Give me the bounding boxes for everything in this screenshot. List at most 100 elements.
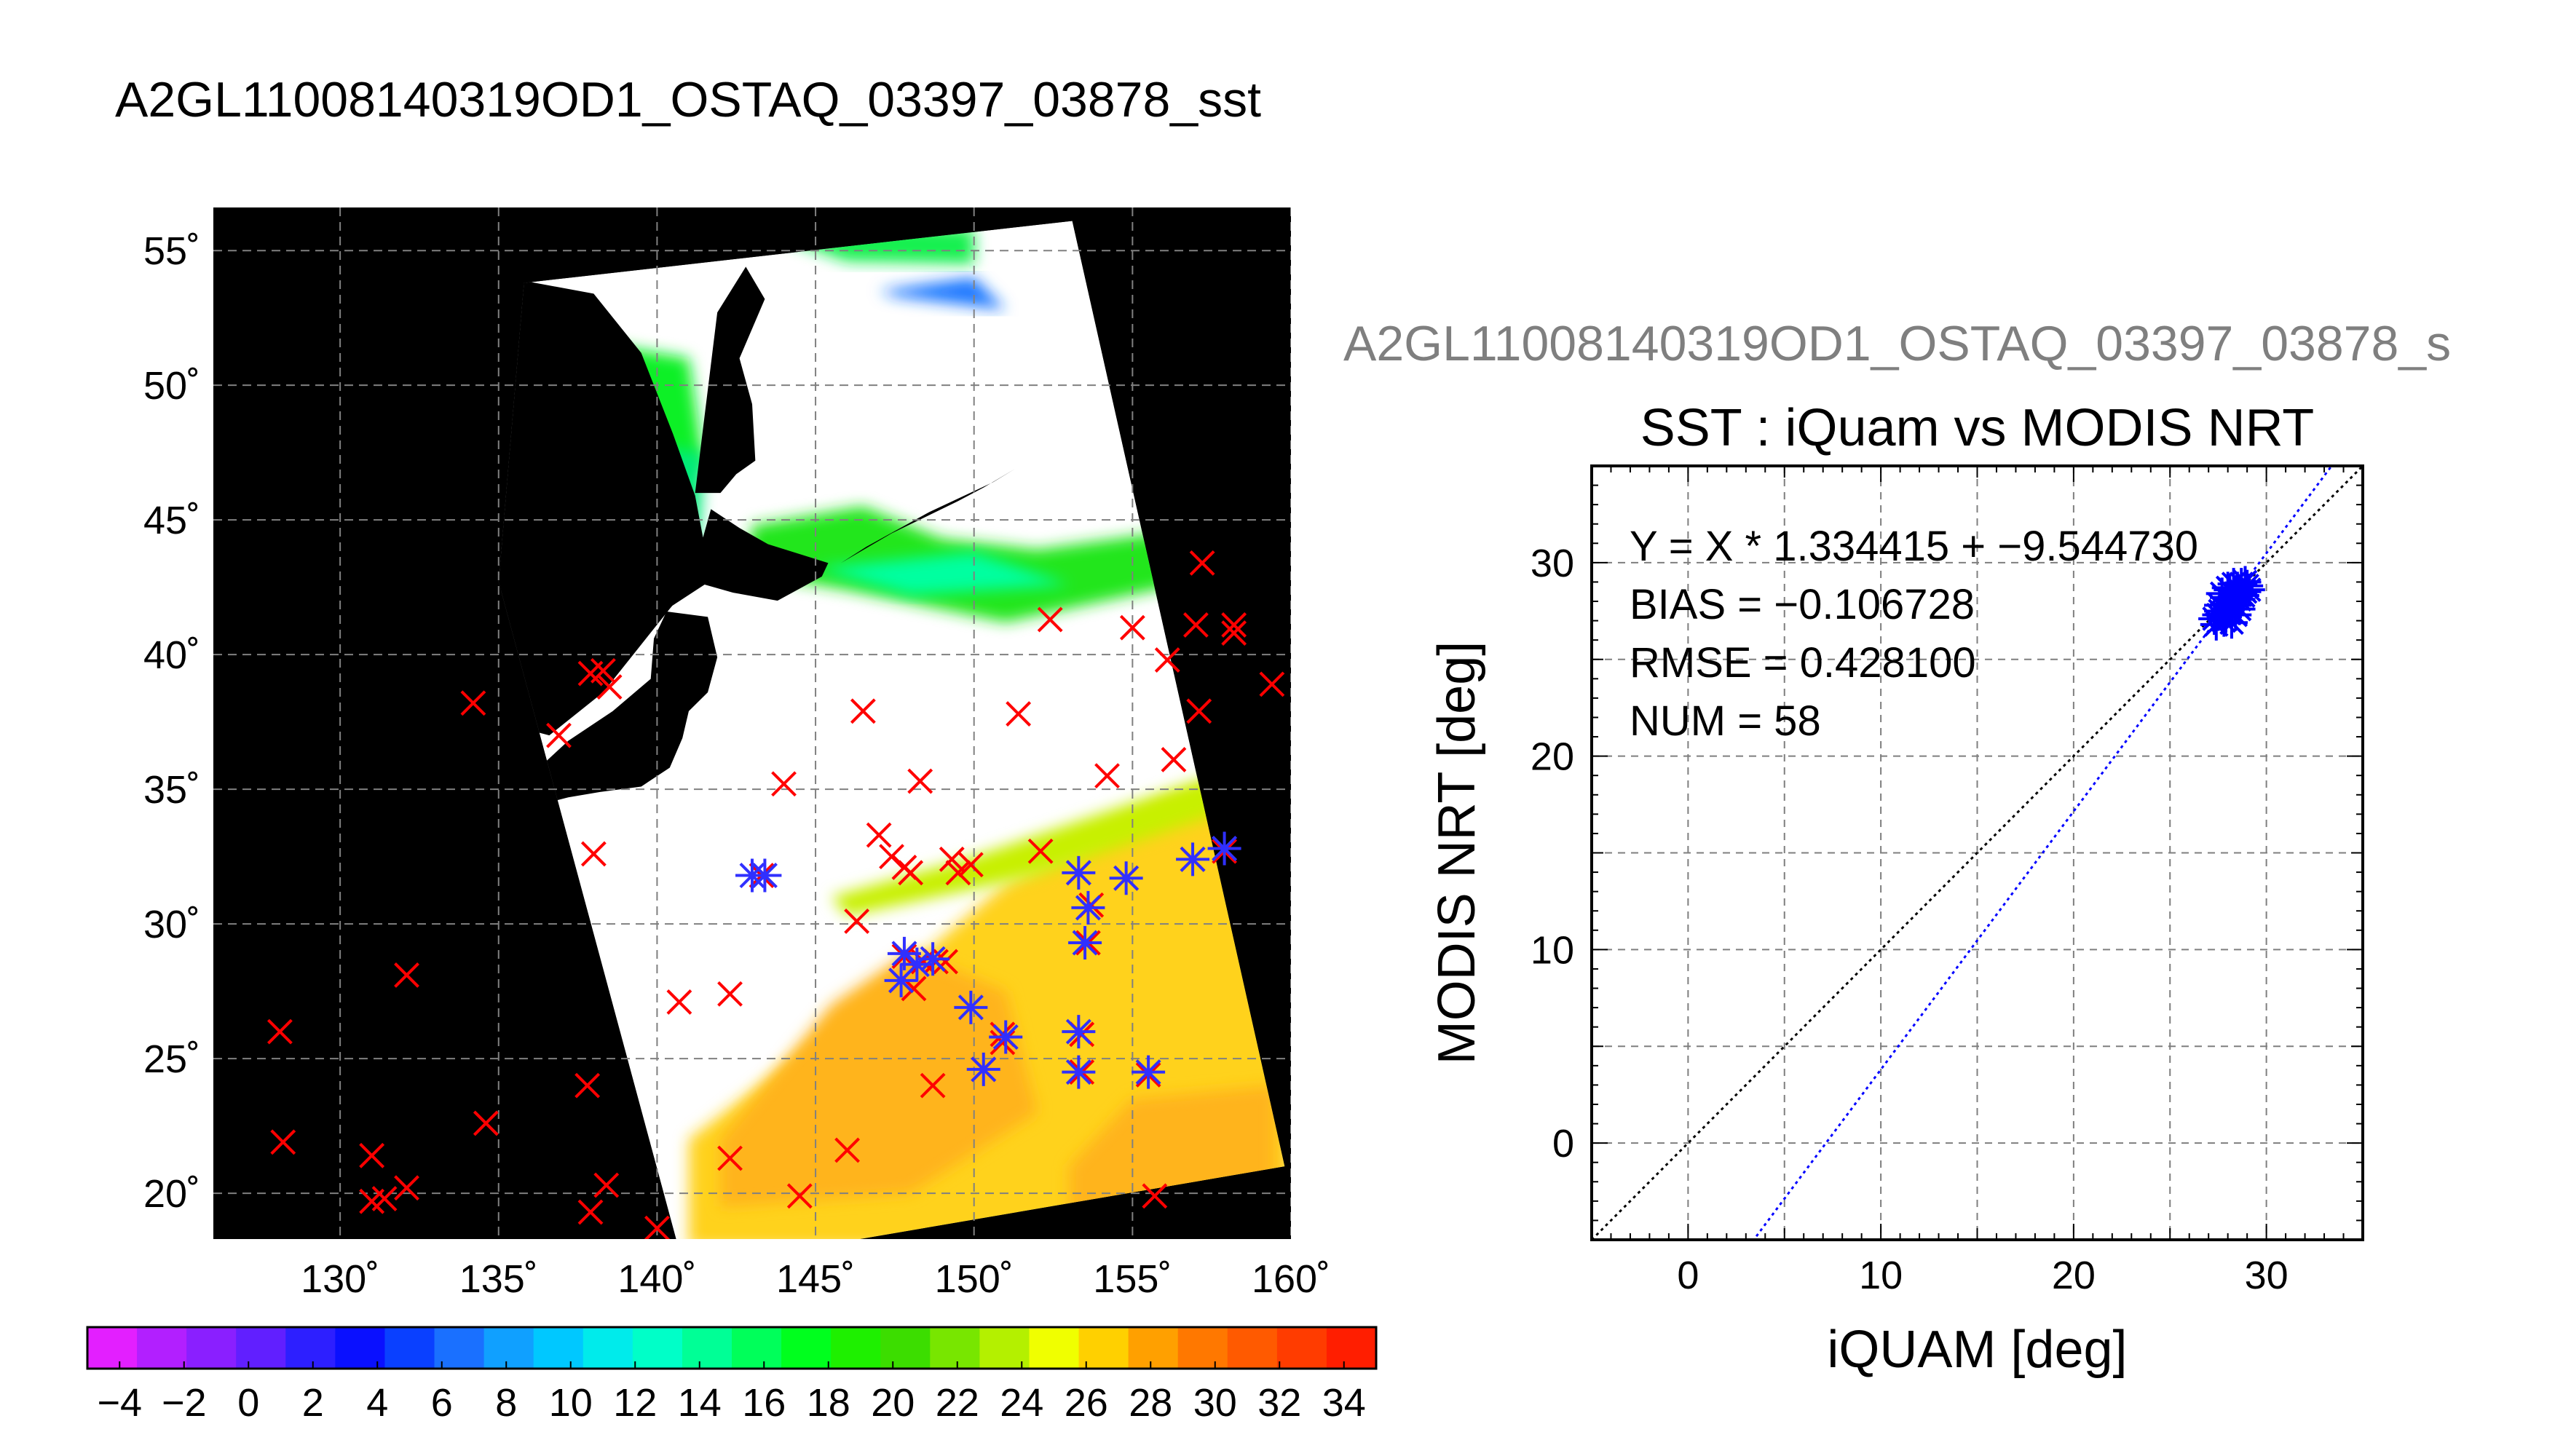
cross-stroke (577, 1199, 604, 1225)
matchup-point-marker (954, 990, 988, 1024)
iquam-point-marker (717, 981, 743, 1007)
star-stroke (920, 946, 946, 972)
scatter-points (2198, 566, 2265, 641)
iquam-point-marker (717, 1145, 743, 1171)
colorbar-tick-label: 0 (237, 1381, 259, 1425)
iquam-point-marker (359, 1142, 385, 1168)
iquam-point-marker (1027, 838, 1054, 864)
kuril-cyan (816, 552, 1070, 596)
iquam-point-marker (590, 657, 616, 684)
colorbar-tick-label: 16 (742, 1381, 786, 1425)
cross-stroke (1037, 606, 1063, 633)
stats-annotation: Y = X * 1.334415 + −9.544730 (1630, 523, 2198, 570)
scatter-title: SST : iQuam vs MODIS NRT (1640, 399, 2315, 457)
scatter-lines (1592, 466, 2363, 1240)
swath (498, 221, 1285, 1240)
colorbar-tick-label: 2 (302, 1381, 324, 1425)
cross-stroke (907, 768, 933, 794)
x-axis-label: iQUAM [deg] (1827, 1321, 2127, 1379)
cross-stroke (945, 860, 971, 886)
iquam-point-marker (574, 1072, 601, 1099)
iquam-point-marker (577, 1199, 604, 1225)
kuril-islands (840, 468, 1016, 563)
colorbar-tick-label: 20 (871, 1381, 915, 1425)
lat-tick-label: 20˚ (143, 1172, 200, 1216)
iquam-point-marker (786, 1183, 813, 1209)
cross-stroke (834, 1137, 861, 1163)
cross-stroke (546, 722, 572, 748)
star-stroke (891, 941, 917, 967)
star-stroke (2229, 581, 2254, 606)
colorbar-tick-label: 12 (613, 1381, 657, 1425)
cross-stroke (771, 771, 797, 797)
cross-stroke (1182, 612, 1209, 638)
asian-mainland (498, 280, 708, 736)
cross-stroke (786, 1183, 813, 1209)
colorbar-segment (1078, 1327, 1129, 1369)
cloud-edge-green (831, 770, 1228, 917)
iquam-point-marker (371, 1186, 398, 1211)
colorbar-segment (533, 1327, 584, 1369)
right-title: A2GL11008140319OD1_OSTAQ_03397_03878_s (1343, 316, 2451, 371)
cross-stroke (1154, 647, 1180, 673)
iquam-point-marker (771, 771, 797, 797)
star-stroke (992, 1024, 1019, 1051)
honshu (514, 611, 718, 827)
iquam-point-marker (644, 1215, 670, 1239)
matchup-point-marker (1207, 831, 1241, 866)
colorbar-tick-label: 8 (495, 1381, 517, 1425)
matchup-point-marker (916, 942, 950, 976)
iquam-point-marker (593, 1172, 620, 1198)
cross-stroke (473, 1110, 499, 1136)
matchup-point-marker (966, 1052, 1000, 1086)
page-title: A2GL11008140319OD1_OSTAQ_03397_03878_sst (115, 72, 1261, 127)
colorbar-segment (1276, 1327, 1327, 1369)
iquam-point-marker (266, 1018, 293, 1045)
iquam-point-marker (546, 722, 572, 748)
star-stroke (1065, 1059, 1091, 1085)
colorbar-tick-label: 18 (807, 1381, 850, 1425)
cross-stroke (371, 1186, 398, 1211)
iquam-point-marker (1094, 763, 1120, 789)
iquam-point-marker (1142, 1183, 1168, 1209)
lat-tick-label: 40˚ (143, 633, 200, 677)
colorbar-segment (434, 1327, 485, 1369)
lat-tick-label: 55˚ (143, 229, 200, 273)
cross-stroke (850, 698, 876, 724)
matchup-point-marker (1062, 1055, 1096, 1089)
colorbar-segment (285, 1327, 336, 1369)
colorbar-segment (384, 1327, 435, 1369)
iquam-point-marker (1119, 614, 1145, 641)
iquam-point-marker (1182, 612, 1209, 638)
identity-line (1592, 466, 2363, 1240)
cross-stroke (596, 674, 623, 700)
cross-stroke (933, 949, 958, 975)
star-stroke (957, 994, 984, 1021)
x-tick-label: 0 (1677, 1254, 1699, 1297)
cross-stroke (1221, 612, 1247, 638)
iquam-point-marker (1221, 620, 1247, 646)
colorbar-frame (86, 1326, 1378, 1370)
colorbar-tick-label: 22 (936, 1381, 979, 1425)
lon-tick-label: 145˚ (776, 1257, 855, 1301)
colorbar-segment (1326, 1327, 1377, 1369)
iquam-point-marker (1189, 550, 1215, 576)
colorbar-segment (632, 1327, 683, 1369)
star-stroke (2223, 593, 2248, 618)
cross-stroke (270, 1129, 296, 1155)
matchup-point-marker (1068, 926, 1102, 960)
colorbar-tick-label: 14 (678, 1381, 722, 1425)
iquam-point-marker (957, 852, 984, 878)
cross-stroke (866, 822, 892, 848)
iquam-point-marker (460, 690, 486, 716)
iquam-point-marker (850, 698, 876, 724)
cross-stroke (644, 1215, 670, 1239)
colorbar-tick-label: 30 (1193, 1381, 1237, 1425)
cross-stroke (717, 1145, 743, 1171)
x-tick-label: 10 (1859, 1254, 1903, 1297)
iquam-point-marker (907, 768, 933, 794)
sst-map: 130˚ 135˚ 140˚ 145˚ 150˚ 155˚ 160˚ 20˚ 25˚ 30˚ 35˚… (143, 207, 1330, 1301)
scatter-point-marker (2204, 595, 2237, 628)
x-tick-label: 30 (2245, 1254, 2289, 1297)
cross-stroke (957, 852, 984, 878)
